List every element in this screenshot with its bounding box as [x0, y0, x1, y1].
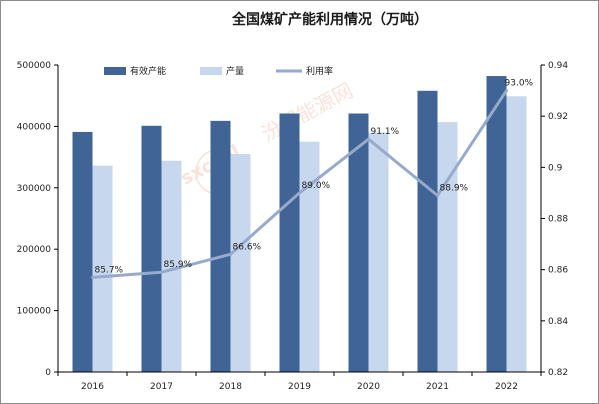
x-tick-label: 2022: [495, 382, 518, 392]
bar-有效产能-2021: [417, 90, 438, 373]
point-利用率-2020: [367, 137, 370, 141]
bar-有效产能-2017: [141, 125, 162, 372]
bar-有效产能-2016: [72, 131, 93, 372]
point-利用率-2021: [436, 193, 439, 197]
x-tick-label: 2019: [288, 382, 311, 392]
bar-产量-2017: [161, 160, 182, 372]
bar-产量-2022: [506, 96, 527, 373]
bar-有效产能-2020: [348, 113, 369, 373]
y-right-tick-label: 0.84: [548, 317, 568, 327]
y-right-tick-label: 0.86: [548, 266, 568, 276]
point-利用率-2019: [298, 191, 301, 195]
bar-产量-2016: [92, 165, 113, 372]
data-label-利用率: 85.7%: [95, 265, 124, 275]
bar-有效产能-2019: [279, 113, 300, 373]
x-tick-label: 2017: [150, 382, 173, 392]
y-right-tick-label: 0.82: [548, 368, 568, 378]
x-tick-label: 2016: [81, 382, 104, 392]
x-tick-label: 2021: [426, 382, 449, 392]
svg-text:汾渭能源网: 汾渭能源网: [257, 78, 357, 146]
chart-title: 全国煤矿产能利用情况（万吨）: [231, 11, 428, 28]
bar-有效产能-2022: [486, 76, 507, 372]
legend-label-有效产能: 有效产能: [130, 65, 166, 77]
data-label-利用率: 91.1%: [371, 127, 400, 137]
data-label-利用率: 86.6%: [233, 242, 262, 252]
y-left-tick-label: 0: [45, 368, 51, 378]
watermark-logo: 国 sxcoal 汾渭能源网: [177, 78, 357, 195]
y-left-tick-label: 200000: [17, 245, 52, 255]
legend-label-产量: 产量: [226, 65, 244, 77]
y-left-tick-label: 100000: [17, 307, 52, 317]
y-left-tick-label: 500000: [17, 61, 52, 71]
bar-产量-2019: [299, 141, 320, 372]
y-left-tick-label: 300000: [17, 184, 52, 194]
y-right-tick-label: 0.92: [548, 112, 568, 122]
bar-产量-2018: [230, 154, 251, 372]
x-tick-label: 2018: [219, 382, 242, 392]
data-label-利用率: 93.0%: [505, 79, 534, 89]
y-right-tick-label: 0.88: [548, 215, 568, 225]
data-label-利用率: 88.9%: [440, 183, 469, 193]
legend-swatch-有效产能: [104, 67, 126, 75]
data-label-利用率: 89.0%: [302, 181, 331, 191]
point-利用率-2018: [229, 252, 232, 256]
point-利用率-2017: [160, 270, 163, 274]
y-left-tick-label: 400000: [17, 122, 52, 132]
x-tick-label: 2020: [357, 382, 380, 392]
y-right-tick-label: 0.94: [548, 61, 568, 71]
y-right-tick-label: 0.9: [548, 163, 563, 173]
bar-产量-2021: [437, 122, 458, 373]
bar-有效产能-2018: [210, 120, 231, 373]
point-利用率-2016: [91, 275, 94, 279]
point-利用率-2022: [505, 89, 508, 93]
data-label-利用率: 85.9%: [164, 260, 193, 270]
legend-label-利用率: 利用率: [306, 65, 333, 77]
legend-swatch-产量: [200, 67, 222, 75]
bar-产量-2020: [368, 132, 389, 372]
